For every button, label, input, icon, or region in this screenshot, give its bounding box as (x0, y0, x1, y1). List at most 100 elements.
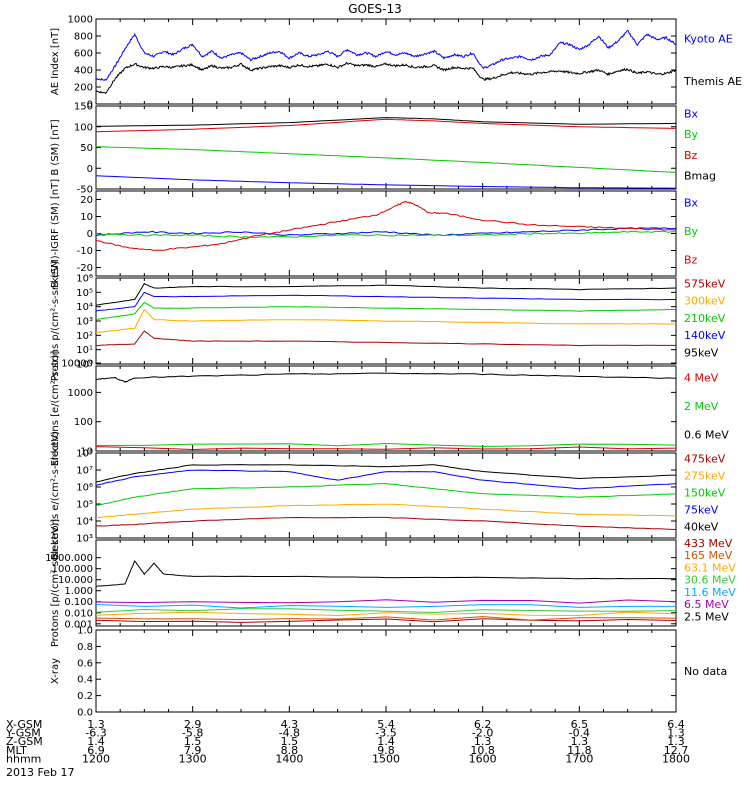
series-line-2-5-mev (95, 560, 677, 587)
axis-row-label: Y-GSM (5, 727, 41, 740)
axis-table-value: 1500 (372, 752, 400, 765)
y-axis-label: Electrons [e/(cm²-s-sr)] (50, 351, 61, 467)
y-tick-label: 150 (74, 102, 93, 113)
legend-entry: 275keV (684, 469, 726, 482)
panel-xray: 0.0 0.2 0.4 0.6 0.8 1.0 X-ray No data (50, 626, 727, 719)
series-line-210kev (95, 301, 676, 321)
panel-electrons_kev: 10³ 10⁴ 10⁵ 10⁶ 10⁷ 10⁸ Electrons e/(cm²-s-sr-… (50, 431, 726, 560)
series-line-63-1-mev (95, 611, 677, 617)
y-tick-label: 50 (80, 143, 93, 154)
legend-entry: Bz (684, 253, 698, 266)
series-line-75kev (95, 469, 677, 490)
legend-entry: No data (684, 665, 727, 678)
legend-entry: 575keV (684, 277, 726, 290)
axis-table-value: -5.8 (182, 727, 203, 740)
y-axis-label: AE Index [nT] (50, 28, 61, 95)
axis-table-value: 1400 (275, 752, 303, 765)
axis-table-value: 12.7 (664, 744, 689, 757)
legend-entry: By (684, 128, 699, 141)
legend-entry: Bx (684, 107, 699, 120)
axis-table-value: 1.3 (571, 735, 589, 748)
series-line-4-mev (95, 446, 677, 451)
axis-table-value: 6.9 (87, 744, 105, 757)
series-line-kyoto-ae (96, 29, 677, 82)
y-tick-label: 10³ (76, 317, 93, 328)
series-line-140kev (95, 292, 676, 312)
axis-table-value: 1.3 (667, 735, 685, 748)
axis-table-value: 2.9 (184, 718, 202, 731)
axis-table-value: 1.5 (281, 735, 299, 748)
series-line-2-mev (95, 442, 677, 447)
axis-table: X-GSMY-GSMZ-GSMMLThhmm1.3-6.31.46.912002… (5, 718, 690, 765)
y-tick-label: 10⁴ (76, 302, 93, 313)
chart-title: GOES-13 (348, 2, 402, 16)
axis-table-value: 5.4 (377, 718, 395, 731)
series-line-40kev (95, 464, 677, 483)
series-line-bz (95, 200, 677, 251)
legend-entry: 63.1 MeV (684, 561, 736, 574)
legend-entry: 11.6 MeV (684, 586, 736, 599)
y-axis-label: Protons [p/(cm²-s-sr-keV)] (50, 519, 61, 647)
y-axis-label: Electrons e/(cm²-s-sr-keV) (50, 431, 61, 560)
series-line-30-6-mev (95, 608, 677, 614)
legend-entry: 300keV (684, 295, 726, 308)
y-tick-label: 10⁴ (76, 517, 93, 528)
axis-row-label: hhmm (6, 752, 41, 765)
legend-entry: Themis AE (683, 75, 742, 88)
legend-entry: Bx (684, 197, 699, 210)
axis-table-value: 4.3 (281, 718, 299, 731)
y-tick-label: -20 (77, 263, 93, 274)
y-tick-label: 0 (87, 229, 93, 240)
axis-row-label: Z-GSM (6, 735, 43, 748)
y-tick-label: 10⁶ (76, 483, 93, 494)
y-tick-label: 20 (80, 195, 93, 206)
series-line-6-5-mev (95, 599, 677, 604)
axis-table-value: 1.4 (377, 735, 395, 748)
axis-table-value: 9.8 (377, 744, 395, 757)
axis-table-value: 10.8 (470, 744, 495, 757)
series-line-275kev (95, 503, 677, 519)
series-line-by (95, 230, 677, 239)
y-tick-label: 1.0 (77, 626, 93, 637)
y-axis-label: B (SM) [nT] (50, 119, 61, 175)
axis-table-value: -2.0 (472, 727, 493, 740)
y-tick-label: 10⁷ (76, 466, 93, 477)
y-tick-label: 1000 (68, 15, 93, 26)
y-tick-label: 100 (74, 417, 93, 428)
axis-table-value: 7.9 (184, 744, 202, 757)
y-tick-label: 100 (74, 122, 93, 133)
axis-table-value: 1.4 (87, 735, 105, 748)
y-tick-label: 0 (87, 100, 93, 111)
legend-entry: 165 MeV (684, 549, 733, 562)
y-axis-label: X-ray (50, 658, 61, 684)
legend-entry: 40keV (684, 520, 719, 533)
axis-table-value: 1600 (469, 752, 497, 765)
axis-row-label: MLT (6, 744, 27, 757)
panel-bsm: -50 0 50 100 150 B (SM) [nT] Bx By Bz Bmag (50, 102, 716, 196)
y-tick-label: 10³ (76, 534, 93, 545)
axis-row-label: X-GSM (6, 718, 42, 731)
y-tick-label: 200 (74, 83, 93, 94)
y-tick-label: 1.000 (64, 586, 93, 597)
y-tick-label: 600 (74, 49, 93, 60)
panel-protons_mev: 0.0010.0100.1001.00010.000100.0001000.00… (45, 519, 736, 647)
axis-table-value: 1800 (662, 752, 690, 765)
y-tick-label: 10⁵ (76, 500, 93, 511)
y-tick-label: 10 (80, 447, 93, 458)
y-tick-label: 10¹ (76, 345, 93, 356)
y-tick-label: 0.8 (77, 642, 93, 653)
axis-table-value: 8.8 (281, 744, 299, 757)
series-line-95kev (95, 282, 677, 306)
y-tick-label: 0.100 (64, 597, 93, 608)
series-line-bx (95, 227, 677, 237)
axis-table-value: 11.8 (567, 744, 592, 757)
axis-table-value: -6.3 (85, 727, 106, 740)
y-tick-label: 0.4 (77, 675, 93, 686)
axis-table-value: 6.4 (667, 718, 685, 731)
series-line-11-6-mev (95, 604, 677, 609)
legend-entry: 433 MeV (684, 537, 733, 550)
y-tick-label: 1000 (68, 388, 93, 399)
